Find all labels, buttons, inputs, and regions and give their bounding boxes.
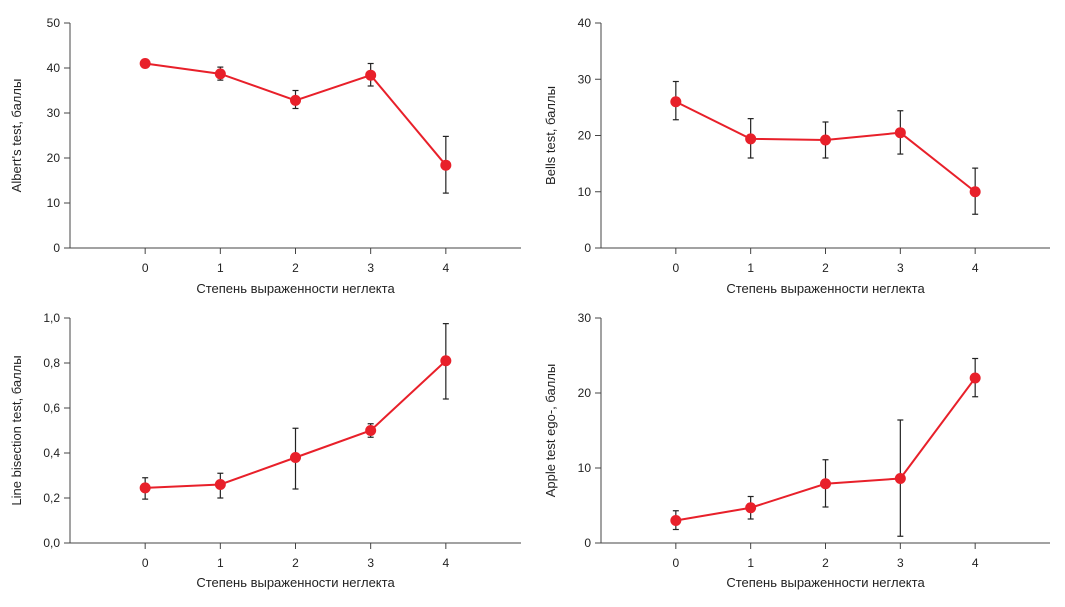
x-axis-title: Степень выраженности неглекта	[196, 575, 395, 590]
data-point	[365, 69, 377, 81]
y-tick-label: 0,2	[43, 491, 60, 505]
y-axis-title: Line bisection test, баллы	[9, 355, 24, 505]
y-axis-title: Bells test, баллы	[543, 86, 558, 185]
x-tick-label: 0	[672, 261, 679, 275]
data-point	[139, 58, 151, 69]
y-tick-label: 40	[47, 61, 61, 75]
y-tick-label: 0	[584, 241, 591, 255]
chart-panel-2: 0 10 20 30 40 0 1 2 3 4 Степень выраженности негле…	[543, 16, 1050, 296]
data-point	[894, 127, 906, 139]
chart-panel-3: 0,0 0,2 0,4 0,6 0,8 1,0 0 1 2 3 4 Степень выраженно…	[9, 311, 521, 590]
chart-panel-1: 0 10 20 30 40 50 0 1 2 3 4 Степень выраженности нег…	[9, 16, 521, 296]
y-tick-label: 30	[578, 72, 592, 86]
y-tick-label: 10	[47, 196, 61, 210]
data-point	[440, 355, 452, 367]
data-point	[745, 133, 757, 145]
x-tick-label: 4	[972, 556, 979, 570]
x-tick-label: 2	[822, 556, 829, 570]
y-tick-label: 20	[578, 386, 592, 400]
x-axis-title: Степень выраженности неглекта	[726, 281, 925, 296]
y-tick-label: 40	[578, 16, 592, 30]
x-tick-label: 2	[292, 261, 299, 275]
y-tick-label: 1,0	[43, 311, 60, 325]
data-point	[969, 186, 981, 198]
x-tick-label: 1	[217, 556, 224, 570]
y-tick-label: 30	[578, 311, 592, 325]
data-point	[894, 473, 906, 484]
y-tick-label: 10	[578, 461, 592, 475]
y-tick-label: 0,8	[43, 356, 60, 370]
x-tick-label: 1	[747, 556, 754, 570]
data-point	[214, 68, 226, 80]
y-axis-title: Apple test ego-, баллы	[543, 364, 558, 498]
x-tick-label: 4	[972, 261, 979, 275]
x-tick-label: 1	[217, 261, 224, 275]
x-tick-label: 0	[672, 556, 679, 570]
y-tick-label: 0	[584, 536, 591, 550]
x-tick-label: 4	[442, 261, 449, 275]
x-axis-title: Степень выраженности неглекта	[726, 575, 925, 590]
data-point	[139, 482, 151, 494]
x-tick-label: 2	[822, 261, 829, 275]
data-point	[820, 478, 831, 490]
data-point	[670, 96, 682, 108]
data-point	[214, 479, 226, 490]
x-tick-label: 4	[442, 556, 449, 570]
x-tick-label: 3	[367, 261, 374, 275]
data-point	[290, 452, 301, 463]
y-tick-label: 0	[53, 241, 60, 255]
data-point	[969, 372, 981, 384]
x-tick-label: 3	[897, 556, 904, 570]
x-tick-label: 2	[292, 556, 299, 570]
x-tick-label: 0	[142, 556, 149, 570]
y-axis-title: Albert's test, баллы	[9, 79, 24, 193]
series-line	[145, 62, 447, 166]
x-tick-label: 3	[367, 556, 374, 570]
data-point	[290, 94, 301, 106]
y-tick-label: 20	[47, 151, 61, 165]
x-tick-label: 1	[747, 261, 754, 275]
data-point	[745, 502, 757, 514]
data-point	[820, 134, 831, 146]
data-point	[365, 425, 377, 436]
data-point	[440, 159, 452, 171]
x-tick-label: 3	[897, 261, 904, 275]
y-tick-label: 30	[47, 106, 61, 120]
y-tick-label: 20	[578, 129, 592, 143]
y-tick-label: 0,0	[43, 536, 60, 550]
data-point	[670, 515, 682, 526]
y-tick-label: 50	[47, 16, 61, 30]
y-tick-label: 0,4	[43, 446, 60, 460]
chart-panel-4: 0 10 20 30 0 1 2 3 4 Степень выраженности неглект…	[543, 311, 1050, 590]
x-tick-label: 0	[142, 261, 149, 275]
x-axis-title: Степень выраженности неглекта	[196, 281, 395, 296]
y-tick-label: 10	[578, 185, 592, 199]
y-tick-label: 0,6	[43, 401, 60, 415]
